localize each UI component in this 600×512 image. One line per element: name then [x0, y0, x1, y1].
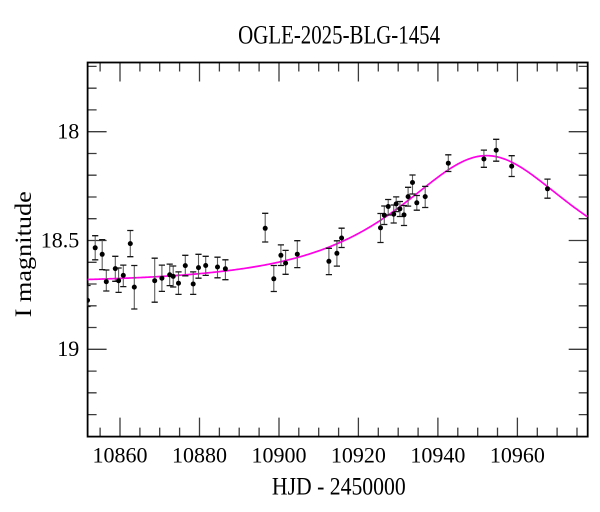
svg-text:OGLE-2025-BLG-1454: OGLE-2025-BLG-1454 [238, 22, 440, 51]
svg-text:10880: 10880 [172, 442, 227, 467]
svg-text:10960: 10960 [490, 442, 545, 467]
svg-text:HJD - 2450000: HJD - 2450000 [272, 473, 406, 501]
svg-text:I magnitude: I magnitude [11, 191, 37, 317]
svg-text:10900: 10900 [252, 442, 307, 467]
svg-text:19: 19 [57, 336, 79, 361]
svg-text:10940: 10940 [410, 442, 465, 467]
svg-text:10860: 10860 [93, 442, 148, 467]
svg-text:10920: 10920 [331, 442, 386, 467]
svg-text:18.5: 18.5 [41, 227, 80, 252]
svg-text:18: 18 [57, 119, 79, 144]
